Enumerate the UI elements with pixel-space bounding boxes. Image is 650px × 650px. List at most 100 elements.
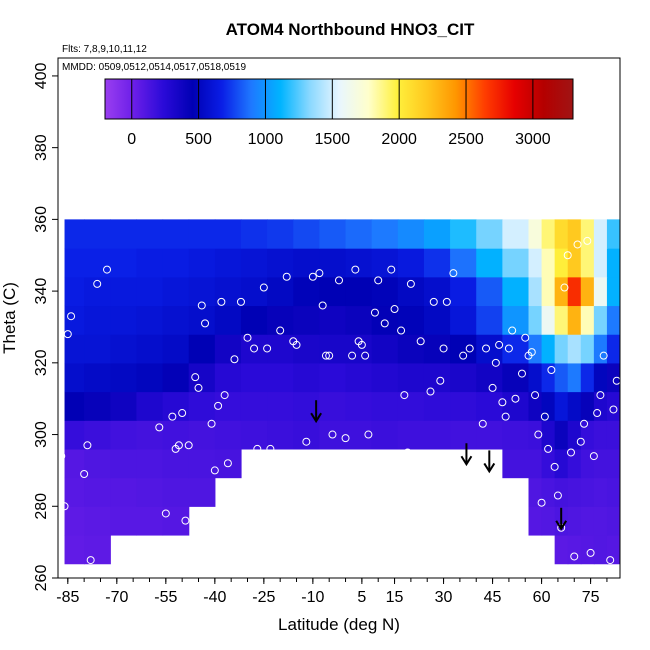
heatmap-cell [476, 248, 503, 278]
heatmap-cell [84, 391, 111, 421]
observation-point [263, 344, 272, 353]
heatmap-cell [476, 420, 503, 450]
heatmap-cell [450, 391, 477, 421]
heatmap-cell [423, 362, 451, 393]
heatmap-cell [345, 334, 373, 364]
observation-point [498, 398, 507, 407]
observation-point [449, 269, 458, 278]
heatmap-cell [64, 362, 85, 393]
observation-point [495, 340, 504, 349]
heatmap-cell [554, 477, 569, 507]
heatmap-cell [345, 305, 373, 335]
heatmap-cell [606, 305, 620, 335]
heatmap-cell [345, 391, 373, 421]
heatmap-cell [580, 506, 595, 536]
heatmap-cell [371, 362, 399, 393]
heatmap-cell [162, 248, 190, 278]
heatmap-cell [593, 420, 608, 450]
heatmap-cell [476, 219, 503, 249]
observation-point [308, 272, 317, 281]
heatmap-cell [593, 534, 608, 565]
heatmap-cell [371, 391, 399, 421]
heatmap-cell [84, 362, 111, 393]
observation-point [442, 297, 451, 306]
heatmap-cell [136, 305, 164, 335]
heatmap-cell [593, 391, 608, 421]
heatmap-cell [554, 391, 569, 421]
heatmap-cell [136, 362, 164, 393]
heatmap-cell [188, 219, 216, 249]
heatmap-cell [450, 276, 477, 307]
x-tick-label: -70 [105, 589, 128, 606]
heatmap-cell [593, 334, 608, 364]
chart-title: ATOM4 Northbound HNO3_CIT [226, 20, 475, 39]
observation-point [83, 441, 92, 450]
heatmap-cell [84, 448, 111, 479]
y-tick-label: 260 [33, 565, 50, 592]
heatmap-cell [423, 391, 451, 421]
heatmap-cell [136, 420, 164, 450]
heatmap-cell [64, 391, 85, 421]
heatmap-cell [64, 534, 85, 565]
heatmap-cell [502, 448, 530, 479]
observation-point [606, 556, 615, 565]
heatmap-cell [84, 334, 111, 364]
heatmap-cell [162, 276, 190, 307]
heatmap-cell [214, 362, 242, 393]
observation-point [266, 444, 275, 453]
observation-point [531, 391, 540, 400]
x-tick-label: 5 [357, 589, 366, 606]
observation-point [380, 319, 389, 328]
y-tick-label: 300 [33, 421, 50, 448]
heatmap-cell [502, 248, 530, 278]
x-tick-label: 75 [582, 589, 600, 606]
heatmap-cell [84, 248, 111, 278]
heatmap-cell [476, 391, 503, 421]
heatmap-cell [554, 248, 569, 278]
observation-point [570, 552, 579, 561]
heatmap-cell [319, 276, 347, 307]
heatmap-cell [567, 362, 582, 393]
observation-point [423, 452, 432, 461]
heatmap-cell [567, 219, 582, 249]
heatmap-cell [214, 420, 242, 450]
observation-point [488, 383, 497, 392]
observation-point [328, 430, 337, 439]
observation-point [583, 236, 592, 245]
heatmap-cell [541, 334, 556, 364]
heatmap-cell [64, 334, 85, 364]
heatmap-cell [606, 506, 620, 536]
y-tick-label: 380 [33, 134, 50, 161]
observation-point [250, 344, 259, 353]
heatmap-cell [84, 477, 111, 507]
heatmap-cell [293, 362, 320, 393]
heatmap-cell [240, 219, 268, 249]
heatmap-cell [580, 362, 595, 393]
observation-point [609, 405, 618, 414]
observation-point [174, 441, 183, 450]
heatmap-cell [593, 506, 608, 536]
heatmap-cell [240, 420, 268, 450]
observation-point [459, 351, 468, 360]
observation-point [276, 326, 285, 335]
heatmap-cell [567, 506, 582, 536]
y-tick-label: 340 [33, 278, 50, 305]
heatmap-cell [580, 276, 595, 307]
heatmap-cell [214, 334, 242, 364]
x-tick-label: 60 [533, 589, 551, 606]
observation-point [593, 409, 602, 418]
heatmap-cell [593, 362, 608, 393]
observation-point [93, 279, 102, 288]
heatmap-cell [293, 219, 320, 249]
heatmap-cell [345, 248, 373, 278]
heatmap-cell [554, 305, 569, 335]
heatmap-cell [502, 334, 530, 364]
heatmap-cell [450, 334, 477, 364]
heatmap-cell [110, 391, 138, 421]
heatmap-cell [502, 420, 530, 450]
heatmap-cell [110, 420, 138, 450]
y-axis-label: Theta (C) [0, 282, 19, 354]
heatmap-cell [110, 334, 138, 364]
heatmap-cell [450, 362, 477, 393]
